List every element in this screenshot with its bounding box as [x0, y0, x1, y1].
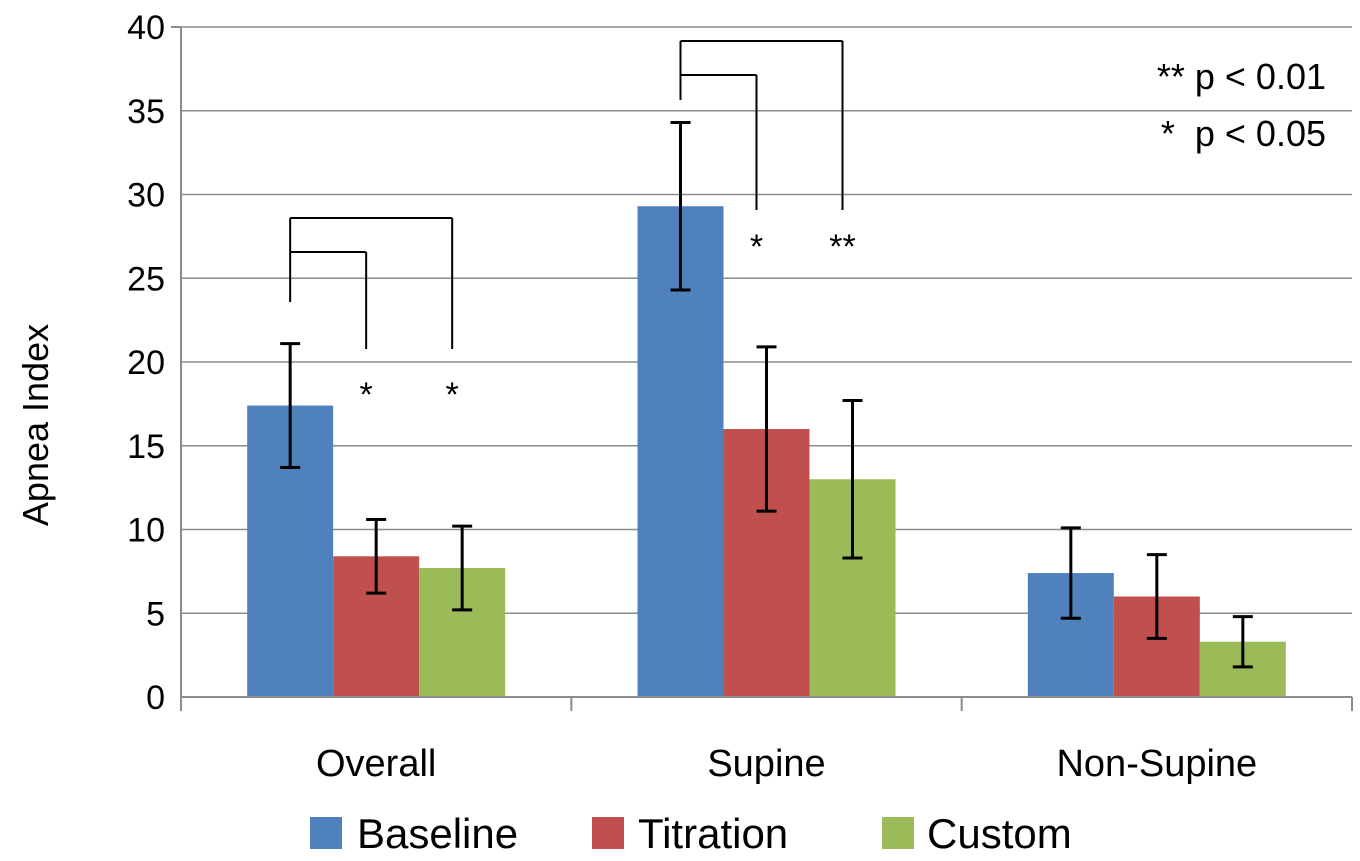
legend-swatch-titration [592, 817, 624, 849]
y-tick-label: 35 [127, 93, 165, 131]
error-bar [842, 399, 863, 560]
y-tick-label: 0 [146, 679, 165, 717]
error-bar [1232, 615, 1253, 669]
legend-swatch-baseline [310, 817, 342, 849]
y-tick-label: 30 [127, 177, 165, 215]
error-bar [280, 342, 301, 470]
y-tick-label: 40 [127, 9, 165, 47]
y-tick-label: 5 [146, 595, 165, 633]
bracket-group: * * [289, 217, 459, 414]
axes: Overall Supine Non-Supine [171, 26, 1353, 785]
error-bar [670, 120, 691, 292]
error-bar [1146, 553, 1167, 640]
legend-label-custom: Custom [927, 810, 1072, 857]
significance-star: * [446, 376, 459, 414]
y-tick-label: 15 [127, 428, 165, 466]
x-tick-label: Overall [316, 743, 436, 785]
y-axis-label: Apnea Index [15, 324, 56, 526]
legend-label-baseline: Baseline [357, 810, 518, 857]
y-tick-label: 10 [127, 512, 165, 550]
significance-star: * [750, 228, 763, 266]
x-tick-label: Supine [707, 743, 825, 785]
error-bars [280, 120, 1253, 669]
error-bar [1060, 526, 1081, 620]
y-tick-label: 25 [127, 260, 165, 298]
significance-legend: ** p < 0.01 * p < 0.05 [1157, 56, 1326, 154]
significance-brackets: * ** ** [289, 40, 856, 414]
error-bar [452, 524, 473, 612]
y-tick-label: 20 [127, 344, 165, 382]
x-tick-label: Non-Supine [1056, 743, 1257, 785]
significance-star: * [360, 376, 373, 414]
error-bar [366, 517, 387, 595]
bracket-group: * ** [679, 40, 856, 266]
legend-swatch-custom [882, 817, 914, 849]
legend: Baseline Titration Custom [310, 810, 1072, 857]
error-bar [756, 345, 777, 513]
sig-legend-line-2: * p < 0.05 [1161, 113, 1326, 154]
significance-star: ** [829, 228, 855, 266]
legend-label-titration: Titration [638, 810, 788, 857]
sig-legend-line-1: ** p < 0.01 [1157, 56, 1326, 97]
